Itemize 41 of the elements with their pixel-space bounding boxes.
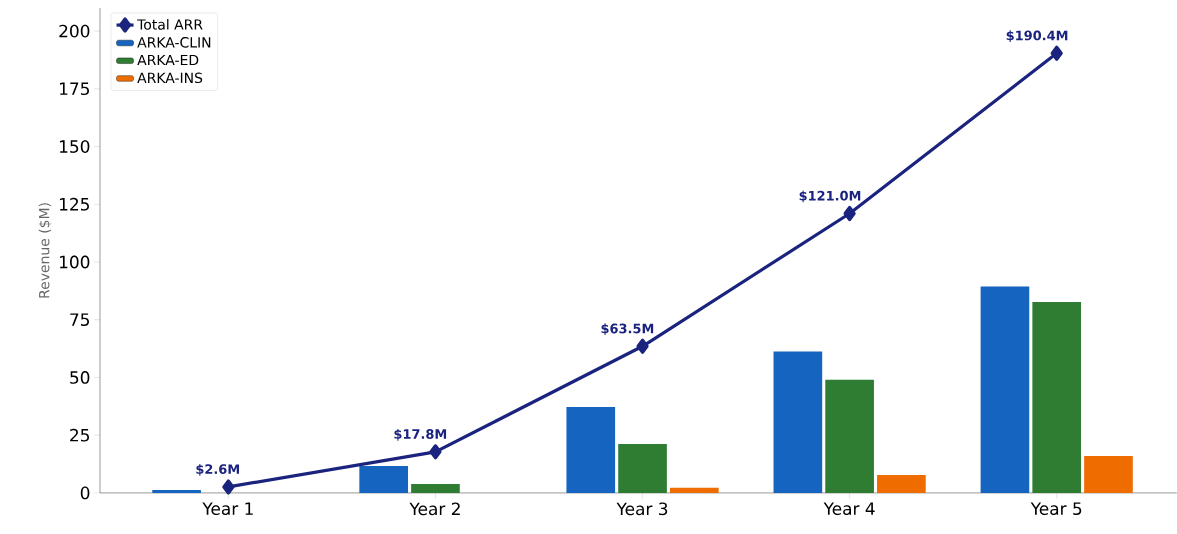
x-tick-label: Year 3 (616, 502, 668, 516)
data-label: $63.5M (601, 323, 654, 336)
bar (1032, 301, 1082, 493)
x-tick-label: Year 2 (409, 502, 460, 516)
y-tick-label: 125 (60, 197, 89, 211)
legend-label: ARKA-CLIN (137, 37, 211, 48)
bar (669, 487, 719, 493)
y-tick-label: 75 (70, 313, 89, 327)
y-axis-title: Revenue ($M) (38, 203, 52, 298)
bar (773, 351, 823, 493)
y-tick-label: 200 (59, 24, 90, 38)
bar (359, 465, 409, 493)
y-tick-label: 150 (60, 140, 90, 153)
y-tick-label: 50 (70, 371, 90, 384)
data-label: $190.4M (1006, 30, 1068, 43)
bar (411, 483, 460, 493)
data-label: $121.0M (799, 190, 861, 203)
bar (877, 474, 926, 493)
bar (618, 444, 667, 493)
bar (566, 407, 616, 493)
legend-label: ARKA-INS (137, 72, 203, 84)
y-tick-label: 0 (80, 486, 90, 500)
legend-label: Total ARR (137, 19, 203, 30)
bar (1084, 456, 1133, 493)
bar (980, 286, 1030, 493)
y-tick-label: 100 (60, 255, 90, 269)
point (843, 205, 856, 222)
y-tick-label: 175 (60, 82, 89, 96)
bar (825, 379, 874, 493)
data-label: $2.6M (196, 464, 239, 476)
y-tick-label: 25 (70, 428, 89, 442)
legend-label: ARKA-ED (137, 54, 199, 66)
bar (152, 489, 201, 493)
x-tick-label: Year 5 (1030, 502, 1082, 516)
data-label: $17.8M (394, 428, 447, 441)
x-tick-label: Year 4 (823, 502, 875, 516)
point (429, 444, 442, 460)
x-tick-label: Year 1 (202, 502, 253, 516)
point (1050, 45, 1063, 61)
point (222, 479, 235, 495)
point (636, 338, 649, 354)
